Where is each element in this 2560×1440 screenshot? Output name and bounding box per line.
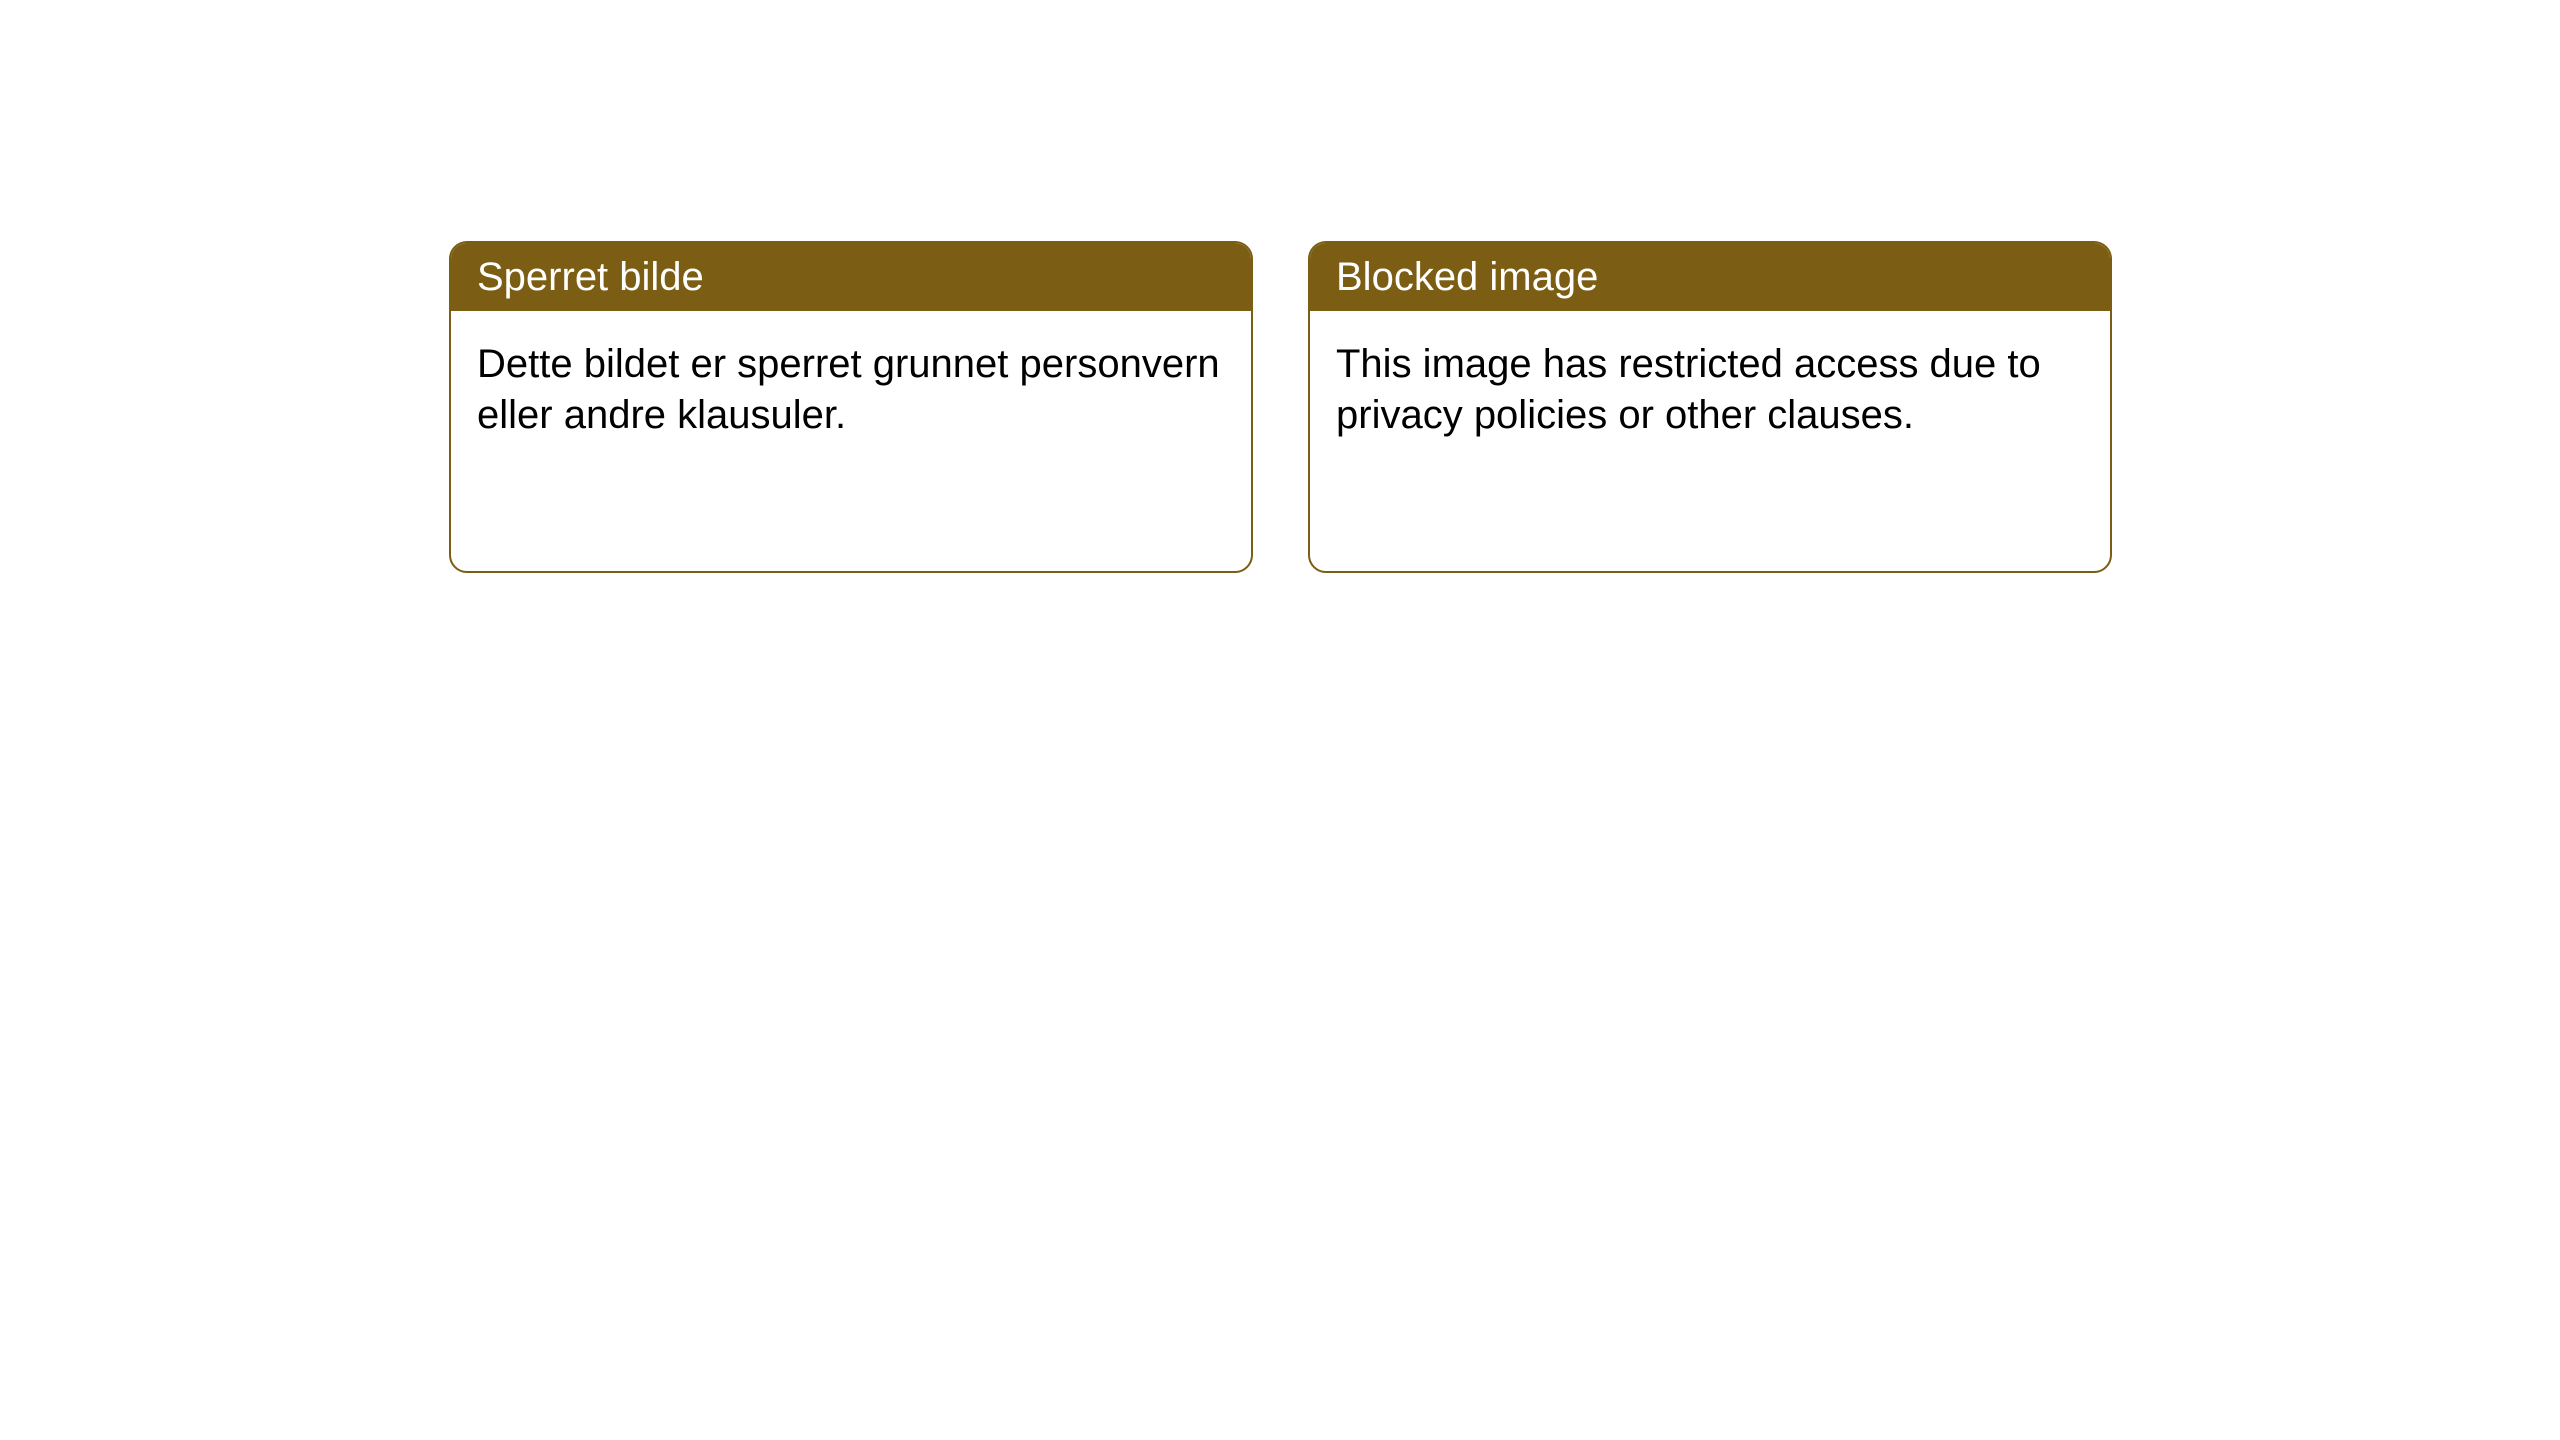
notice-title: Blocked image	[1310, 243, 2110, 311]
notice-title: Sperret bilde	[451, 243, 1251, 311]
notice-body: Dette bildet er sperret grunnet personve…	[451, 311, 1251, 469]
notice-card-norwegian: Sperret bilde Dette bildet er sperret gr…	[449, 241, 1253, 573]
notice-card-english: Blocked image This image has restricted …	[1308, 241, 2112, 573]
notice-container: Sperret bilde Dette bildet er sperret gr…	[0, 0, 2560, 573]
notice-body: This image has restricted access due to …	[1310, 311, 2110, 469]
